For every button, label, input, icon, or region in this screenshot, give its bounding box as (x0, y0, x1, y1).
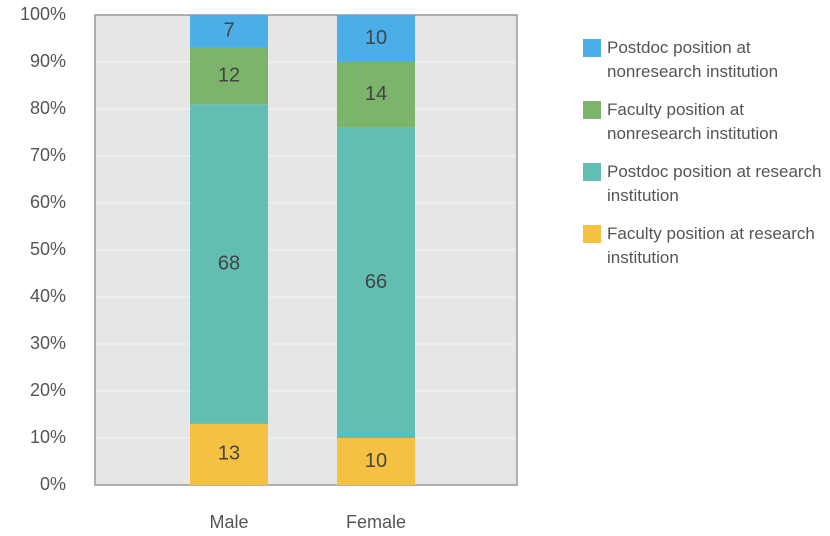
y-tick-label: 70% (30, 145, 66, 165)
y-tick-label: 60% (30, 192, 66, 212)
bar-segment (337, 15, 415, 62)
legend-item: Faculty position at research institution (583, 222, 830, 270)
data-label: 66 (365, 271, 387, 293)
data-label: 68 (218, 252, 240, 274)
legend: Postdoc position at nonresearch institut… (583, 36, 830, 284)
y-tick-label: 0% (40, 474, 66, 494)
legend-item: Faculty position at nonresearch institut… (583, 98, 830, 146)
legend-item: Postdoc position at research institution (583, 160, 830, 208)
legend-swatch (583, 39, 601, 57)
y-tick-label: 40% (30, 286, 66, 306)
data-label: 10 (365, 27, 387, 49)
legend-swatch (583, 163, 601, 181)
data-label: 10 (365, 450, 387, 472)
y-tick-label: 90% (30, 51, 66, 71)
bar-segment (190, 47, 268, 105)
legend-label: Postdoc position at nonresearch institut… (607, 38, 779, 81)
y-tick-label: 20% (30, 380, 66, 400)
legend-swatch (583, 101, 601, 119)
bar-segment (337, 62, 415, 128)
y-tick-label: 10% (30, 427, 66, 447)
y-tick-label: 50% (30, 239, 66, 259)
bar-segment (190, 15, 268, 48)
legend-swatch (583, 225, 601, 243)
legend-label: Postdoc position at research institution (607, 162, 822, 205)
data-label: 13 (218, 443, 240, 465)
x-tick-label: Male (209, 512, 248, 532)
data-label: 14 (365, 83, 387, 105)
bar-segment (190, 423, 268, 485)
x-tick-label: Female (346, 512, 406, 532)
legend-item: Postdoc position at nonresearch institut… (583, 36, 830, 84)
plot-border (94, 14, 518, 486)
data-label: 7 (223, 20, 234, 42)
bar-segment (337, 127, 415, 439)
bar-segment (190, 104, 268, 424)
y-tick-label: 100% (20, 4, 66, 24)
y-tick-label: 80% (30, 98, 66, 118)
legend-label: Faculty position at research institution (607, 224, 815, 267)
y-tick-label: 30% (30, 333, 66, 353)
legend-label: Faculty position at nonresearch institut… (607, 100, 779, 143)
bar-segment (337, 438, 415, 485)
data-label: 12 (218, 64, 240, 86)
